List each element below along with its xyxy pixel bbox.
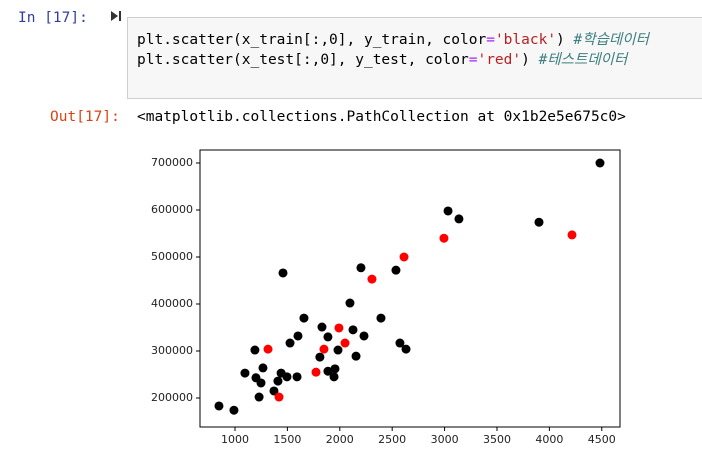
point [315, 352, 325, 362]
axes-frame [199, 149, 621, 428]
output-text: <matplotlib.collections.PathCollection a… [137, 109, 626, 125]
point [333, 345, 343, 355]
point [240, 368, 250, 378]
point [340, 338, 350, 348]
y-tick-label: 400000 [151, 297, 193, 310]
plot: 1000 1500 2000 2500 3000 3500 4000 4500 200000 30… [151, 156, 616, 446]
point [534, 217, 544, 227]
point [229, 405, 239, 415]
point [348, 325, 358, 335]
point [443, 206, 453, 216]
point [293, 331, 303, 341]
run-button[interactable] [111, 11, 121, 21]
point [317, 322, 327, 332]
point [391, 265, 401, 275]
point [356, 263, 366, 273]
point [439, 233, 449, 243]
in-prompt: In [17]: [18, 10, 88, 26]
point [359, 331, 369, 341]
y-tick-label: 300000 [151, 344, 193, 357]
point [329, 372, 339, 382]
code-line: plt.scatter(x_train[:,0], y_train, color… [137, 31, 651, 48]
x-tick-label: 2500 [378, 433, 406, 446]
point [311, 367, 321, 377]
code-cell[interactable] [127, 17, 702, 99]
point [273, 376, 283, 386]
point [319, 344, 329, 354]
point [395, 338, 405, 348]
point [376, 313, 386, 323]
point [285, 338, 295, 348]
point [334, 323, 344, 333]
point [567, 230, 577, 240]
point [258, 363, 268, 373]
y-tick-label: 700000 [151, 156, 193, 169]
x-tick-label: 3000 [431, 433, 459, 446]
out-prompt: Out[17]: [50, 109, 120, 125]
point [263, 344, 273, 354]
point [299, 313, 309, 323]
x-tick-label: 3500 [483, 433, 511, 446]
point [250, 345, 260, 355]
y-tick-label: 600000 [151, 203, 193, 216]
point [595, 158, 605, 168]
point [367, 274, 377, 284]
point [351, 351, 361, 361]
point [282, 372, 292, 382]
x-tick-label: 2000 [326, 433, 354, 446]
y-tick-label: 200000 [151, 391, 193, 404]
point [292, 372, 302, 382]
point [214, 401, 224, 411]
point [330, 364, 340, 374]
point [274, 392, 284, 402]
point [345, 298, 355, 308]
code-line: plt.scatter(x_test[:,0], y_test, color='… [137, 52, 629, 68]
point [401, 344, 411, 354]
x-tick-label: 4000 [535, 433, 563, 446]
point [278, 268, 288, 278]
point [254, 392, 264, 402]
x-tick-label: 1500 [273, 433, 301, 446]
x-tick-label: 1000 [221, 433, 249, 446]
y-tick-label: 500000 [151, 250, 193, 263]
point [399, 252, 409, 262]
point [323, 332, 333, 342]
point [323, 366, 333, 376]
point [269, 386, 279, 396]
x-tick-label: 4500 [588, 433, 616, 446]
point [454, 214, 464, 224]
point [256, 378, 266, 388]
